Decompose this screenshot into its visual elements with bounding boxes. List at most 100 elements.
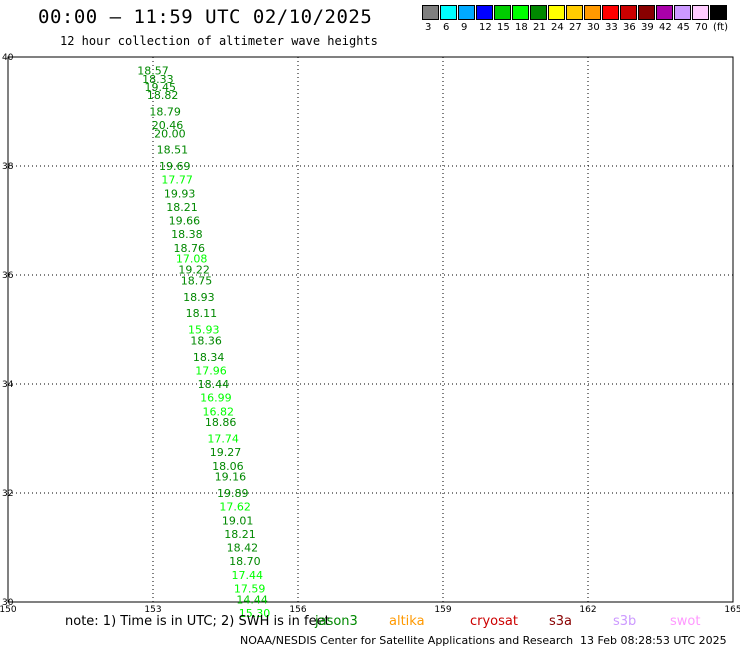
footer-credit: NOAA/NESDIS Center for Satellite Applica… [240,634,574,647]
scale-swatch [638,5,655,20]
wave-height-label: 19.89 [217,487,249,500]
x-tick-label: 150 [0,605,17,615]
satellite-jason3: jason3 [315,614,358,629]
wave-height-label: 18.76 [174,242,206,255]
scale-swatch [476,5,493,20]
scale-label: (ft) [713,22,729,33]
wave-height-label: 18.33 [142,73,174,86]
x-tick-label: 153 [144,605,161,615]
wave-height-label: 18.34 [193,351,225,364]
scale-swatch [422,5,439,20]
satellite-altika: altika [389,614,425,629]
scale-label: 27 [569,22,582,33]
y-tick-label: 34 [2,380,14,390]
scale-swatch [674,5,691,20]
x-tick-label: 165 [724,605,740,615]
y-tick-label: 38 [2,162,14,172]
wave-height-label: 18.93 [183,291,215,304]
wave-height-label: 18.36 [190,334,222,347]
wave-height-label: 17.08 [176,253,208,266]
scale-label: 30 [587,22,600,33]
wave-height-label: 19.22 [178,264,210,277]
scale-swatch [440,5,457,20]
wave-height-label: 19.45 [145,81,177,94]
wave-height-label: 19.93 [164,187,196,200]
scale-label: 42 [659,22,672,33]
wave-height-label: 20.00 [154,127,186,140]
footer-timestamp: 13 Feb 08:28:53 UTC 2025 [580,634,727,647]
x-tick-label: 159 [434,605,451,615]
satellite-swot: swot [670,614,701,629]
wave-height-label: 17.59 [234,582,266,595]
wave-height-label: 15.93 [188,324,220,337]
scale-swatch [530,5,547,20]
wave-height-label: 17.62 [219,501,251,514]
y-tick-label: 36 [2,271,14,281]
wave-height-label: 15.30 [239,607,271,620]
scale-label: 45 [677,22,690,33]
scale-swatch [584,5,601,20]
wave-height-label: 18.57 [137,65,169,78]
wave-height-label: 18.06 [212,460,244,473]
wave-height-label: 20.46 [152,119,184,132]
scale-label: 21 [533,22,546,33]
wave-height-label: 19.66 [169,215,201,228]
wave-height-label: 18.86 [205,416,237,429]
wave-height-label: 16.99 [200,392,232,405]
scale-label: 24 [551,22,564,33]
scale-swatch [512,5,529,20]
wave-height-label: 17.96 [195,364,227,377]
wave-height-label: 17.77 [161,174,193,187]
wave-height-label: 19.16 [215,471,247,484]
scale-swatch [566,5,583,20]
y-tick-label: 40 [2,53,14,63]
scale-swatch [692,5,709,20]
scale-label: 12 [479,22,492,33]
x-tick-label: 162 [579,605,596,615]
wave-height-label: 17.74 [207,433,239,446]
scale-swatch [602,5,619,20]
satellite-cryosat: cryosat [470,614,518,629]
wave-height-label: 18.21 [224,528,256,541]
y-tick-label: 30 [2,598,14,608]
wave-height-label: 18.44 [198,378,230,391]
scale-label: 39 [641,22,654,33]
scale-swatch [458,5,475,20]
wave-height-label: 18.79 [149,106,181,119]
satellite-s3a: s3a [549,614,573,629]
wave-height-label: 18.42 [227,542,259,555]
chart-title: 00:00 – 11:59 UTC 02/10/2025 [38,6,373,28]
chart-subtitle: 12 hour collection of altimeter wave hei… [60,34,378,48]
scale-swatch [710,5,727,20]
scale-label: 6 [443,22,450,33]
scale-label: 15 [497,22,510,33]
scale-label: 70 [695,22,708,33]
wave-height-label: 18.51 [157,144,189,157]
satellite-s3b: s3b [613,614,637,629]
scale-swatch [620,5,637,20]
wave-height-label: 17.44 [232,569,264,582]
scale-label: 36 [623,22,636,33]
wave-height-label: 19.69 [159,160,191,173]
scale-swatch [548,5,565,20]
wave-height-label: 19.27 [210,446,242,459]
scale-label: 33 [605,22,618,33]
plot-frame [7,56,734,603]
scale-swatch [494,5,511,20]
scale-swatch [656,5,673,20]
x-tick-label: 156 [289,605,306,615]
wave-height-label: 18.70 [229,555,261,568]
note-text: note: 1) Time is in UTC; 2) SWH is in fe… [65,614,330,629]
wave-height-label: 18.38 [171,228,203,241]
y-tick-label: 32 [2,489,13,499]
wave-height-label: 16.82 [203,405,235,418]
wave-height-label: 19.01 [222,514,254,527]
scale-label: 18 [515,22,528,33]
wave-height-label: 18.11 [186,307,218,320]
wave-height-label: 18.75 [181,274,213,287]
wave-height-label: 18.21 [166,201,198,214]
wave-height-label: 18.82 [147,89,179,102]
scale-label: 9 [461,22,468,33]
scale-label: 3 [425,22,432,33]
